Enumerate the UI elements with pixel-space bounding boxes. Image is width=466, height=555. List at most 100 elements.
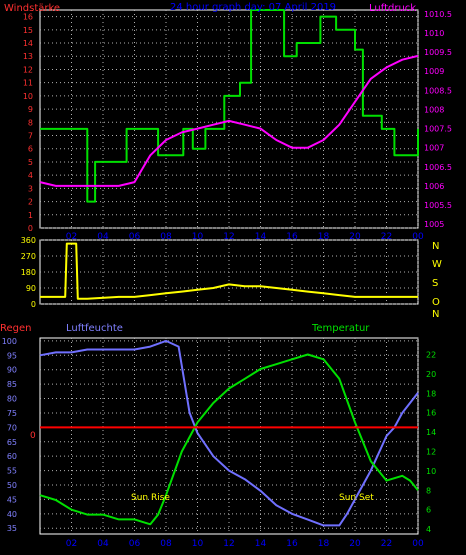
right-tick-label: 1008.5 [424,86,452,95]
x-tick-label: 08 [160,232,172,242]
left-tick-label: 65 [7,438,17,447]
x-tick-label: 06 [129,539,141,549]
x-tick-label: 10 [192,232,204,242]
right-tick-label: 4 [426,525,431,534]
x-tick-label: 00 [412,232,424,242]
left-tick-label: 0 [28,224,33,233]
right-tick-label: 1010 [424,29,444,38]
x-tick-label: 00 [412,539,424,549]
left-tick-label: 75 [7,409,17,418]
x-tick-label: 18 [318,232,330,242]
grid [40,338,419,534]
left-tick-label: 180 [21,268,36,277]
right-tick-label: 22 [426,350,436,359]
left-tick-label: 95 [7,351,17,360]
left-tick-label: 55 [7,467,17,476]
left-tick-label: 5 [28,158,33,167]
right-tick-label: 14 [426,428,436,437]
left-tick-label: 90 [26,284,36,293]
left-tick-label: 15 [23,26,33,35]
right-tick-label: 10 [426,467,436,476]
left-tick-label: 13 [23,52,33,61]
left-tick-label: 10 [23,92,33,101]
direction-label: S [432,278,438,289]
left-tick-label: 9 [28,105,33,114]
sun-set-annotation: Sun Set [339,493,374,503]
wind-direction-line [40,242,418,300]
rain-zero-label: 0 [30,431,36,441]
x-ticks: 02 04 06 08 10 12 14 16 18 20 22 00 [66,232,424,242]
left-tick-label: 35 [7,524,17,533]
right-tick-label: 6 [426,506,431,515]
x-tick-label: 12 [223,232,234,242]
x-tick-label: 20 [349,232,361,242]
x-tick-label: 02 [66,232,77,242]
x-tick-label: 18 [318,539,330,549]
x-tick-label: 02 [66,539,77,549]
left-tick-label: 45 [7,495,17,504]
x-tick-label: 06 [129,232,141,242]
left-tick-label: 360 [21,236,36,245]
left-tick-label: 7 [28,132,33,141]
x-tick-label: 16 [286,232,298,242]
x-tick-label: 04 [97,539,109,549]
temperature-axis-label: Temperatur [311,323,370,334]
right-tick-label: 20 [426,370,436,379]
x-tick-label: 10 [192,539,204,549]
left-tick-label: 85 [7,380,17,389]
right-tick-label: 1005 [424,220,444,229]
left-tick-label: 60 [7,452,17,461]
left-tick-label: 2 [28,198,33,207]
right-tick-label: 8 [426,486,431,495]
left-tick-label: 100 [2,337,17,346]
x-tick-label: 14 [255,232,267,242]
right-tick-label: 16 [426,409,436,418]
sun-rise-annotation: Sun Rise [131,493,170,503]
x-tick-label: 16 [286,539,298,549]
x-tick-label: 12 [223,539,234,549]
temperature-line [39,353,419,526]
right-tick-label: 1009.5 [424,48,452,57]
left-tick-label: 8 [28,118,33,127]
x-tick-label: 20 [349,539,361,549]
left-ticks: 35 40 45 50 55 60 65 70 75 80 85 90 95 100 [2,337,17,533]
right-tick-label: 1007 [424,144,444,153]
series-group [40,242,418,300]
left-tick-label: 6 [28,145,33,154]
right-tick-label: 1007.5 [424,125,452,134]
x-tick-label: 08 [160,539,172,549]
right-tick-label: 18 [426,389,436,398]
wind-speed-line [40,9,419,203]
left-tick-label: 0 [31,300,36,309]
left-tick-label: 270 [21,252,36,261]
left-tick-label: 4 [28,171,33,180]
left-axis-label: Windstärke [4,3,60,14]
direction-label: N [432,241,439,252]
direction-label: O [432,297,440,308]
right-tick-label: 12 [426,448,436,457]
left-tick-label: 14 [23,39,33,48]
left-tick-label: 40 [7,510,17,519]
x-tick-label: 22 [381,539,392,549]
left-tick-label: 1 [28,211,33,220]
right-tick-label: 1005.5 [424,201,452,210]
series-group [39,339,419,527]
left-tick-label: 12 [23,65,33,74]
pressure-line [39,54,419,187]
left-tick-label: 80 [7,395,17,404]
left-tick-label: 50 [7,481,17,490]
x-tick-label: 22 [381,232,392,242]
direction-label: W [432,259,442,270]
x-tick-label: 04 [97,232,109,242]
humidity-axis-label: Luftfeuchte [66,323,123,334]
chart-title: 24 hour graph day: 07 April 2019 [170,2,336,13]
grid [40,10,419,229]
x-ticks: 02 04 06 08 10 12 14 16 18 20 22 00 [66,539,424,549]
grid [40,239,419,305]
